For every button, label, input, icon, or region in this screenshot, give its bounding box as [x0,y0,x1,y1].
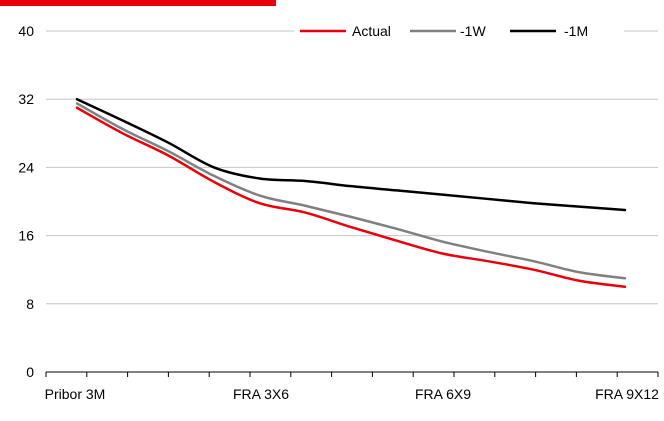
x-tick-label: Pribor 3M [45,386,106,402]
legend-label: -1W [460,23,486,39]
legend-label: Actual [352,23,391,39]
gridlines [46,30,658,305]
axes: 0 8 16 24 32 40 Pribor 3M FRA 3X6 FRA 6X9 FRA 9X1… [18,23,659,402]
y-tick-label: 16 [18,228,34,244]
y-tick-label: 8 [26,296,34,312]
legend: Actual -1W -1M [294,20,624,42]
x-tick-label: FRA 6X9 [415,386,471,402]
y-tick-label: 0 [26,364,34,380]
series-line-1w [75,102,627,280]
y-tick-label: 32 [18,91,34,107]
series-lines [75,97,627,288]
x-tick-label: FRA 3X6 [233,386,289,402]
series-line-1m [75,97,627,212]
legend-label: -1M [564,23,588,39]
legend-background [294,20,624,42]
top-accent-bar [0,0,276,6]
y-tick-label: 24 [18,159,34,175]
series-line-actual [75,106,627,288]
y-tick-label: 40 [18,23,34,39]
x-tick-label: FRA 9X12 [595,386,659,402]
